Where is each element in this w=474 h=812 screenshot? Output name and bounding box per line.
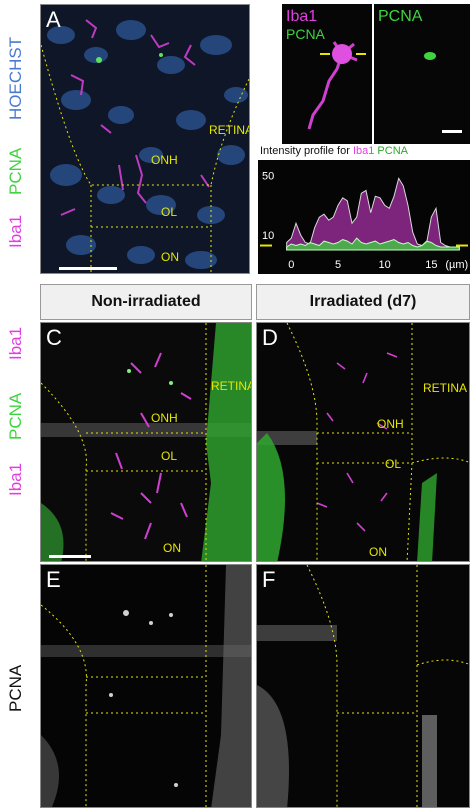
x-tick-label: 0 [288,259,294,271]
panel-letter-a: A [46,7,61,32]
region-ol-c: OL [161,449,178,463]
profile-title: Intensity profile for Iba1 PCNA [260,145,408,157]
label-pcna-cd: PCNA [6,392,25,440]
panel-e-image: E [40,564,252,808]
panel-d-micrograph [257,323,469,561]
profile-title-prefix: Intensity profile for [260,145,353,157]
header-non-irradiated: Non-irradiated [40,284,252,320]
region-onh-c: ONH [151,411,178,425]
region-retina-a: RETINA [209,123,250,137]
panel-c-image: C RETINA ONH OL ON [40,322,252,562]
label-hoechst: HOECHST [6,36,25,120]
label-pcna-b: PCNA [286,26,325,42]
x-tick-label: 10 [379,259,391,271]
region-on-a: ON [161,250,179,264]
region-ol-a: OL [161,205,178,219]
region-on-d: ON [369,545,387,559]
label-iba1-cd: Iba1 [6,326,25,360]
profile-chart-svg: 10 50 0 5 10 15 (µm) [260,170,468,271]
panel-letter-e: E [46,567,61,592]
region-ol-d: OL [385,457,402,471]
region-on-c: ON [163,541,181,555]
profile-title-pcna: PCNA [377,145,408,157]
header-irradiated: Irradiated (d7) [256,284,470,320]
label-iba1-cd-2: Iba1 [6,462,25,496]
panel-f-image: F [256,564,470,808]
label-pcna-a: PCNA [6,147,25,195]
profile-chart: 10 50 0 5 10 15 (µm) [258,160,470,274]
label-pcna-b-right: PCNA [378,8,423,25]
region-onh-a: ONH [151,153,178,167]
profile-title-iba1: Iba1 [352,145,375,157]
y-tick-label: 50 [262,170,274,182]
x-tick-label: 5 [335,259,341,271]
region-onh-d: ONH [377,417,404,431]
panel-letter-d: D [262,325,278,350]
panel-a-micrograph [41,5,249,273]
panel-f-micrograph [257,565,469,807]
panel-b-merged-image [282,4,372,144]
panel-a-image: A RETINA ONH OL ON [40,4,250,274]
label-pcna-ef: PCNA [6,664,25,712]
panel-b-merged: B Iba1 PCNA [282,4,372,144]
panel-letter-c: C [46,325,62,350]
panel-letter-f: F [262,567,276,592]
series-pcna-area [286,237,460,251]
panel-c-micrograph [41,323,251,561]
region-retina-c: RETINA [211,379,252,393]
panel-e-micrograph [41,565,251,807]
y-tick-label: 10 [262,230,274,242]
label-iba1-b: Iba1 [286,8,318,25]
panel-d-image: D RETINA ONH OL ON [256,322,470,562]
panel-b-pcna-image [374,4,470,144]
x-tick-label: 15 [425,259,437,271]
label-iba1-a: Iba1 [6,214,25,248]
x-axis-unit-label: (µm) [445,259,468,271]
region-retina-d: RETINA [423,381,468,395]
panel-b-pcna: PCNA [374,4,470,144]
series-iba1-area [286,177,460,251]
